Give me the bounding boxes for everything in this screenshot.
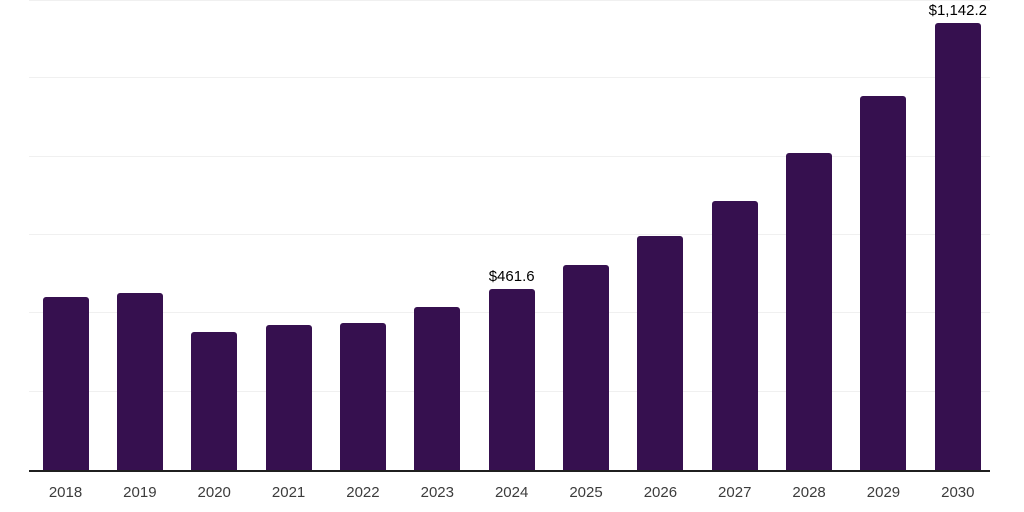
bar-2019: [116, 292, 163, 470]
bar-2020: [191, 331, 238, 470]
x-tick-label-2024: 2024: [494, 484, 529, 501]
gridline-1200: [29, 0, 990, 1]
bar-2028: [786, 152, 833, 470]
plot-area: $461.6 $1,142.2: [29, 0, 990, 472]
x-tick-label-2020: 2020: [197, 484, 231, 501]
x-tick-label-2018: 2018: [48, 484, 83, 501]
bar-2021: [265, 325, 312, 470]
bar-2024: [488, 289, 535, 470]
bar-2023: [414, 307, 461, 470]
value-label-2024: $461.6: [488, 268, 535, 286]
x-axis: 2018 2019 2020 2021 2022 2023 2024 2025 2026 2027…: [29, 485, 990, 505]
bar-2029: [860, 96, 907, 470]
x-tick-label-2022: 2022: [346, 484, 380, 501]
x-tick-label-2025: 2025: [569, 484, 603, 501]
x-tick-label-2030: 2030: [941, 484, 975, 501]
bar-2027: [711, 200, 758, 470]
value-label-2030: $1,142.2: [928, 1, 988, 19]
x-tick-label-2019: 2019: [123, 484, 157, 501]
x-tick-label-2021: 2021: [271, 484, 306, 501]
bar-2018: [42, 297, 89, 470]
gridline-1000: [29, 77, 990, 79]
gridline-800: [29, 155, 990, 157]
x-tick-label-2029: 2029: [866, 484, 901, 501]
bar-2022: [339, 323, 386, 470]
bar-2030: [934, 22, 981, 470]
x-tick-label-2027: 2027: [718, 484, 752, 501]
bar-2025: [563, 264, 610, 470]
x-tick-label-2023: 2023: [420, 484, 454, 501]
x-tick-label-2026: 2026: [643, 484, 678, 501]
gridline-600: [29, 234, 990, 235]
x-tick-label-2028: 2028: [792, 484, 826, 501]
bar-2026: [637, 236, 684, 470]
